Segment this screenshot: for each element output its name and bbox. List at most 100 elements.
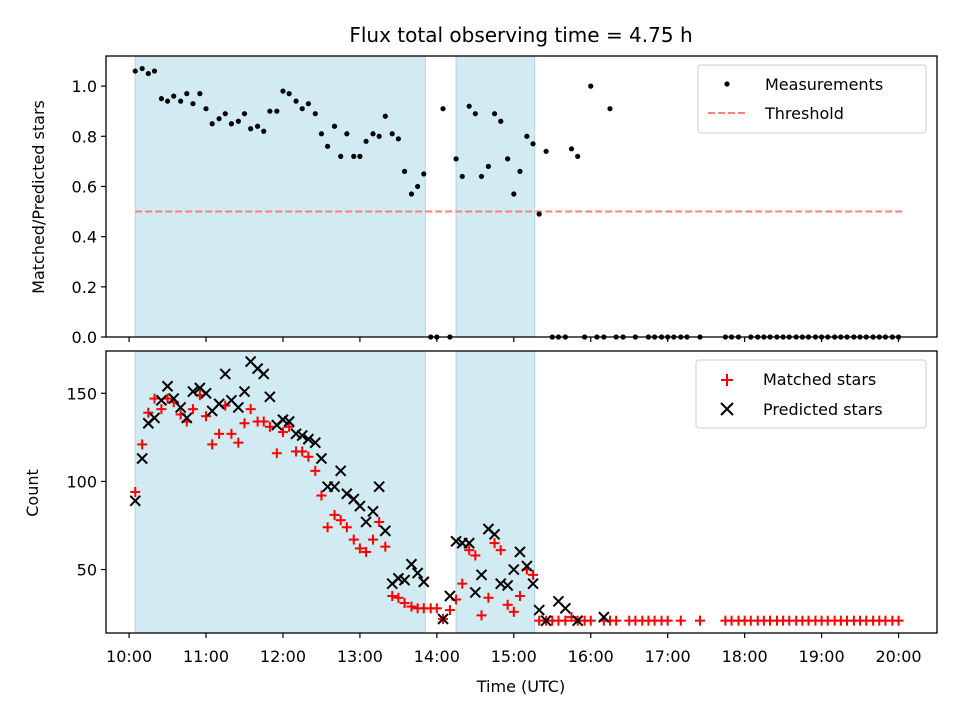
measurement-point	[235, 118, 241, 124]
bottom-y-tick-label: 100	[66, 472, 97, 491]
matched-stars-point	[489, 538, 500, 549]
predicted-stars-point	[264, 391, 276, 403]
matched-stars-point	[258, 416, 269, 427]
predicted-stars-point	[571, 614, 584, 627]
measurement-point	[178, 98, 184, 104]
matched-stars-point	[611, 615, 622, 626]
top-legend-box	[697, 64, 927, 134]
predicted-stars-point	[360, 516, 372, 528]
matched-stars-point	[341, 522, 352, 533]
measurement-point	[376, 133, 382, 139]
measurement-point	[530, 141, 536, 147]
predicted-stars-point	[398, 574, 411, 586]
matched-stars-point	[271, 448, 282, 459]
predicted-stars-point	[187, 385, 199, 398]
x-tick-label: 17:00	[645, 647, 691, 666]
legend-measurements-label: Measurements	[765, 75, 883, 94]
measurement-point	[331, 123, 338, 129]
measurement-point	[459, 173, 465, 180]
measurement-point	[382, 113, 388, 119]
x-tick-label: 18:00	[722, 647, 768, 666]
matched-stars-point	[464, 545, 475, 556]
matched-stars-point	[393, 592, 404, 603]
top-frame	[105, 55, 938, 338]
top-y-tick-label: 0.6	[72, 177, 97, 196]
predicted-stars-point	[258, 368, 270, 380]
measurement-point	[363, 138, 369, 144]
measurement-point	[299, 106, 305, 112]
top-y-tick-label: 0.0	[72, 328, 97, 347]
top-y-tick-label: 0.4	[72, 228, 97, 247]
predicted-stars-point	[219, 368, 231, 380]
measurement-point	[485, 163, 492, 169]
bottom-y-tick-label: 50	[77, 561, 97, 580]
matched-stars-point	[374, 516, 385, 527]
predicted-stars-point	[475, 569, 488, 581]
bottom-shaded-interval-1	[134, 350, 426, 634]
bottom-y-ticks: 50 100 150	[66, 384, 106, 580]
x-tick-label: 10:00	[106, 647, 152, 666]
measurement-point	[370, 131, 376, 137]
measurement-point	[139, 65, 145, 72]
matched-stars-point	[143, 407, 154, 418]
measurement-point	[395, 136, 401, 142]
predicted-stars-point	[238, 385, 251, 398]
predicted-stars-point	[148, 412, 161, 424]
measurement-point	[498, 118, 504, 124]
x-tick-label: 20:00	[875, 647, 921, 666]
matched-stars-point	[329, 509, 340, 520]
matched-stars-point	[156, 404, 167, 415]
matched-stars-point	[893, 615, 904, 626]
matched-stars-point	[502, 599, 513, 610]
top-data	[132, 65, 902, 340]
x-tick-label: 19:00	[799, 647, 845, 666]
measurement-point	[312, 111, 318, 117]
measurement-point	[305, 101, 311, 107]
matched-stars-point	[239, 418, 250, 429]
measurement-point	[145, 70, 151, 77]
measurement-point	[505, 156, 511, 162]
x-tick-label: 11:00	[183, 647, 229, 666]
measurement-point	[344, 131, 350, 137]
measurement-point	[568, 146, 575, 152]
predicted-stars-point	[418, 576, 430, 588]
top-y-tick-label: 0.2	[72, 278, 97, 297]
top-shaded-interval-2	[455, 55, 536, 338]
matched-stars-point	[585, 615, 596, 626]
measurement-point	[491, 111, 498, 117]
matched-stars-point	[284, 421, 295, 432]
legend-measurements-marker	[724, 81, 730, 87]
predicted-stars-point	[533, 604, 545, 616]
measurement-point	[588, 83, 594, 89]
top-y-ticks: 0.0 0.2 0.4 0.6 0.8 1.0	[72, 77, 106, 347]
x-tick-label: 15:00	[491, 647, 537, 666]
predicted-stars-point	[174, 401, 187, 414]
measurement-point	[524, 133, 530, 139]
legend-predicted-label: Predicted stars	[763, 400, 883, 419]
predicted-stars-point	[559, 602, 572, 615]
matched-stars-point	[387, 590, 398, 601]
measurement-point	[408, 191, 415, 197]
matched-stars-point	[226, 428, 237, 439]
measurement-point	[472, 111, 478, 117]
bottom-data	[129, 355, 904, 627]
matched-stars-point	[303, 451, 314, 462]
matched-stars-point	[528, 569, 539, 580]
measurement-point	[203, 106, 209, 112]
measurement-point	[511, 191, 517, 197]
predicted-stars-point	[411, 567, 424, 579]
measurement-point	[197, 91, 203, 97]
matched-stars-point	[560, 615, 571, 626]
matched-stars-point	[187, 404, 198, 415]
predicted-stars-point	[405, 558, 418, 570]
matched-stars-point	[322, 522, 333, 533]
measurement-point	[209, 121, 215, 127]
top-x-ticks	[128, 337, 900, 342]
predicted-stars-point	[508, 563, 520, 576]
measurement-point	[389, 131, 395, 137]
chart-title: Flux total observing time = 4.75 h	[349, 23, 692, 47]
top-legend: Measurements Threshold	[697, 64, 927, 134]
matched-stars-point	[264, 421, 275, 432]
